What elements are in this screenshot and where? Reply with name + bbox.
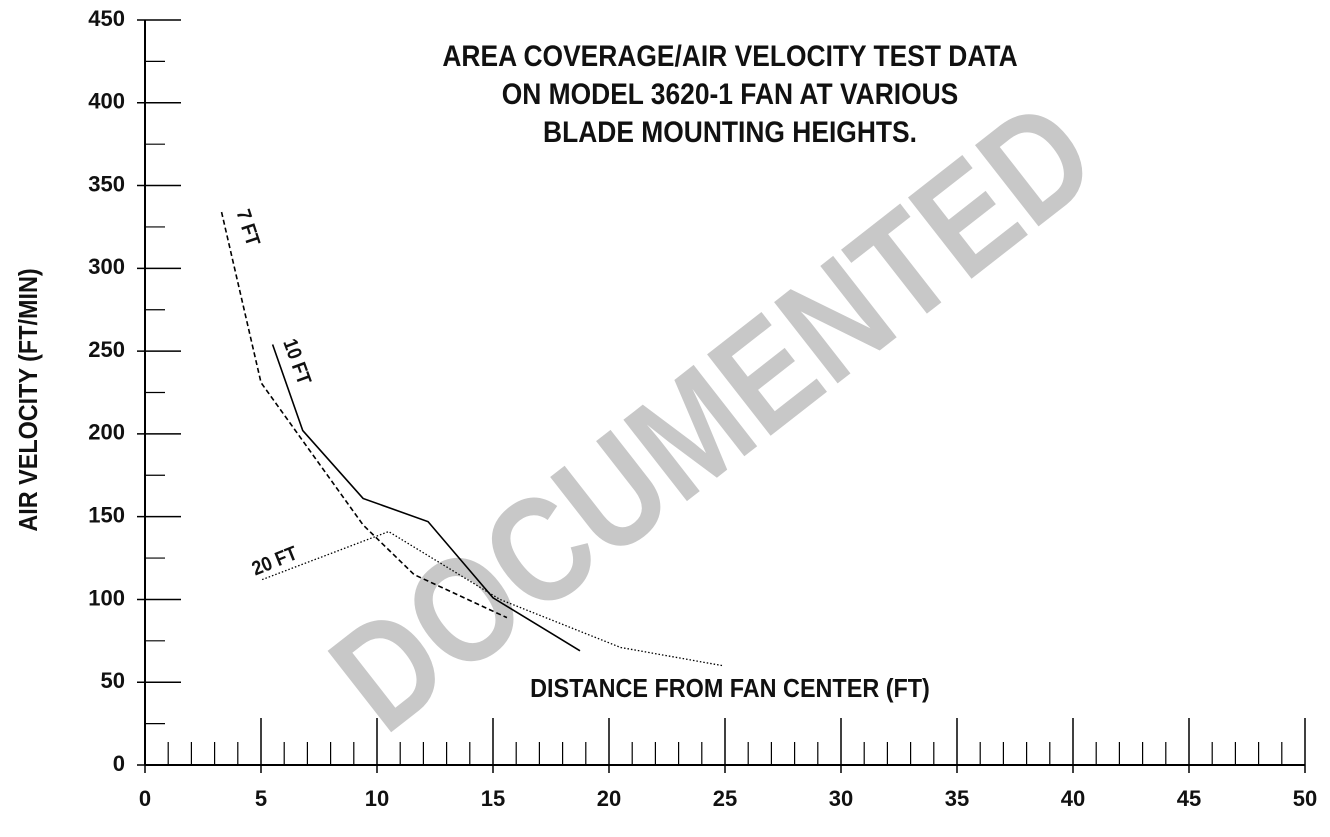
- series-label: 7 FT: [231, 207, 264, 249]
- x-tick-label: 20: [597, 786, 621, 811]
- y-tick-label: 450: [88, 6, 125, 31]
- y-tick-label: 100: [88, 585, 125, 610]
- x-tick-label: 40: [1061, 786, 1085, 811]
- chart-title: BLADE MOUNTING HEIGHTS.: [543, 114, 917, 148]
- x-tick-label: 45: [1177, 786, 1201, 811]
- chart-title: ON MODEL 3620-1 FAN AT VARIOUS: [502, 76, 959, 110]
- watermark: DOCUMENTED: [301, 69, 1124, 763]
- x-tick-label: 0: [139, 786, 151, 811]
- y-tick-label: 400: [88, 89, 125, 114]
- x-tick-label: 30: [829, 786, 853, 811]
- y-tick-label: 50: [101, 668, 125, 693]
- y-axis-label: AIR VELOCITY (FT/MIN): [15, 268, 43, 531]
- x-tick-label: 35: [945, 786, 969, 811]
- y-tick-label: 150: [88, 502, 125, 527]
- series-line: [220, 211, 508, 619]
- y-tick-label: 300: [88, 254, 125, 279]
- y-tick-label: 250: [88, 337, 125, 362]
- x-tick-label: 5: [255, 786, 267, 811]
- y-tick-label: 0: [113, 751, 125, 776]
- series-line: [271, 344, 581, 652]
- x-tick-label: 10: [365, 786, 389, 811]
- x-tick-label: 50: [1293, 786, 1317, 811]
- x-tick-label: 15: [481, 786, 505, 811]
- x-axis-label: DISTANCE FROM FAN CENTER (FT): [530, 675, 930, 703]
- y-tick-label: 200: [88, 420, 125, 445]
- y-tick-label: 350: [88, 171, 125, 196]
- chart-title: AREA COVERAGE/AIR VELOCITY TEST DATA: [442, 38, 1017, 72]
- series-label: 20 FT: [249, 542, 301, 580]
- series-label: 10 FT: [278, 336, 315, 388]
- x-tick-label: 25: [713, 786, 737, 811]
